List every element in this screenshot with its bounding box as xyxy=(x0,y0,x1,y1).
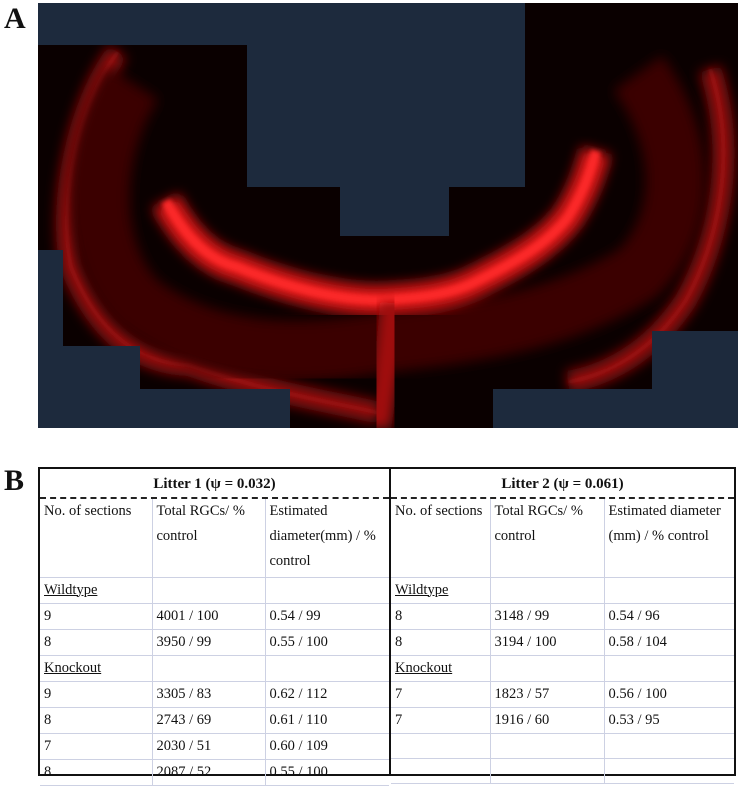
table-cell: 7 xyxy=(40,732,153,760)
table-cell: 0.53 / 95 xyxy=(603,706,734,734)
table-cell: 8 xyxy=(391,628,491,656)
table-cell xyxy=(603,757,734,784)
table-row: 8 2087 / 52 0.55 / 100 xyxy=(40,758,389,786)
table-cell: 9 xyxy=(40,602,153,630)
litter-title: Litter 1 (ψ = 0.032) xyxy=(40,469,389,499)
table-cell xyxy=(264,654,389,682)
table-cell xyxy=(489,576,605,604)
table-row: 7 2030 / 51 0.60 / 109 xyxy=(40,732,389,760)
group-row: Knockout xyxy=(391,654,734,682)
table-row: 8 3148 / 99 0.54 / 96 xyxy=(391,602,734,630)
table-cell xyxy=(603,654,734,682)
panel-b-label: B xyxy=(4,464,25,497)
table-cell xyxy=(489,757,605,784)
group-row: Wildtype xyxy=(40,576,389,604)
table-cell: 2743 / 69 xyxy=(151,706,266,734)
table-cell xyxy=(489,732,605,759)
litter-table: No. of sections Total RGCs/ % control Esti… xyxy=(40,499,389,786)
table-cell: 0.55 / 100 xyxy=(264,758,389,786)
table-cell: 8 xyxy=(40,628,153,656)
table-cell: 0.62 / 112 xyxy=(264,680,389,708)
table-cell: 8 xyxy=(40,758,153,786)
table-row: 8 3194 / 100 0.58 / 104 xyxy=(391,628,734,656)
table-cell: 1823 / 57 xyxy=(489,680,605,708)
litter-title: Litter 2 (ψ = 0.061) xyxy=(391,469,734,499)
table-row: 9 3305 / 83 0.62 / 112 xyxy=(40,680,389,708)
group-label: Wildtype xyxy=(44,581,98,598)
panel-a-label: A xyxy=(4,2,26,35)
table-cell: Knockout xyxy=(40,654,153,682)
table-cell: 0.60 / 109 xyxy=(264,732,389,760)
table-cell: 4001 / 100 xyxy=(151,602,266,630)
table-cell: 8 xyxy=(40,706,153,734)
table-cell: 2087 / 52 xyxy=(151,758,266,786)
table-cell xyxy=(151,654,266,682)
table-row: 8 3950 / 99 0.55 / 100 xyxy=(40,628,389,656)
litter-2-section: Litter 2 (ψ = 0.061) No. of sections Tota… xyxy=(391,469,734,784)
column-header: Estimated diameter (mm) / % control xyxy=(603,499,734,578)
table-cell: 9 xyxy=(40,680,153,708)
table-cell: Knockout xyxy=(391,654,491,682)
column-header: Total RGCs/ % control xyxy=(151,499,266,578)
litter-table: No. of sections Total RGCs/ % control Esti… xyxy=(391,499,734,784)
micrograph-image xyxy=(38,3,738,428)
table-cell: 2030 / 51 xyxy=(151,732,266,760)
column-header: Estimated diameter(mm) / % control xyxy=(264,499,389,578)
table-cell: 0.58 / 104 xyxy=(603,628,734,656)
table-cell xyxy=(603,732,734,759)
table-cell: 0.61 / 110 xyxy=(264,706,389,734)
table-cell: 8 xyxy=(391,602,491,630)
table-row: 7 1823 / 57 0.56 / 100 xyxy=(391,680,734,708)
header-row: No. of sections Total RGCs/ % control Esti… xyxy=(40,499,389,578)
group-label: Knockout xyxy=(44,659,102,676)
group-row: Wildtype xyxy=(391,576,734,604)
table-row: 9 4001 / 100 0.54 / 99 xyxy=(40,602,389,630)
rgc-count-table: Litter 1 (ψ = 0.032) No. of sections Tota… xyxy=(38,467,736,786)
column-header: No. of sections xyxy=(40,499,153,578)
column-header: No. of sections xyxy=(391,499,491,578)
litter-1-section: Litter 1 (ψ = 0.032) No. of sections Tota… xyxy=(40,469,391,786)
table-cell: 1916 / 60 xyxy=(489,706,605,734)
table-cell xyxy=(603,576,734,604)
table-row xyxy=(391,757,734,784)
table-cell: 3950 / 99 xyxy=(151,628,266,656)
group-label: Wildtype xyxy=(395,581,449,598)
table-cell: Wildtype xyxy=(391,576,491,604)
table-cell: 0.54 / 96 xyxy=(603,602,734,630)
group-label: Knockout xyxy=(395,659,453,676)
header-row: No. of sections Total RGCs/ % control Esti… xyxy=(391,499,734,578)
table-cell: Wildtype xyxy=(40,576,153,604)
table-cell: 0.55 / 100 xyxy=(264,628,389,656)
table-cell: 7 xyxy=(391,680,491,708)
table-cell: 7 xyxy=(391,706,491,734)
column-header: Total RGCs/ % control xyxy=(489,499,605,578)
table-cell: 3148 / 99 xyxy=(489,602,605,630)
table-row: 7 1916 / 60 0.53 / 95 xyxy=(391,706,734,734)
table-cell xyxy=(489,654,605,682)
table-row: 8 2743 / 69 0.61 / 110 xyxy=(40,706,389,734)
table-cell xyxy=(391,757,491,784)
table-row xyxy=(391,732,734,759)
table-cell: 0.56 / 100 xyxy=(603,680,734,708)
table-cell xyxy=(151,576,266,604)
table-cell: 0.54 / 99 xyxy=(264,602,389,630)
table-cell xyxy=(391,732,491,759)
table-cell xyxy=(264,576,389,604)
table-cell: 3305 / 83 xyxy=(151,680,266,708)
group-row: Knockout xyxy=(40,654,389,682)
table-cell: 3194 / 100 xyxy=(489,628,605,656)
retina-micrograph xyxy=(38,3,738,428)
